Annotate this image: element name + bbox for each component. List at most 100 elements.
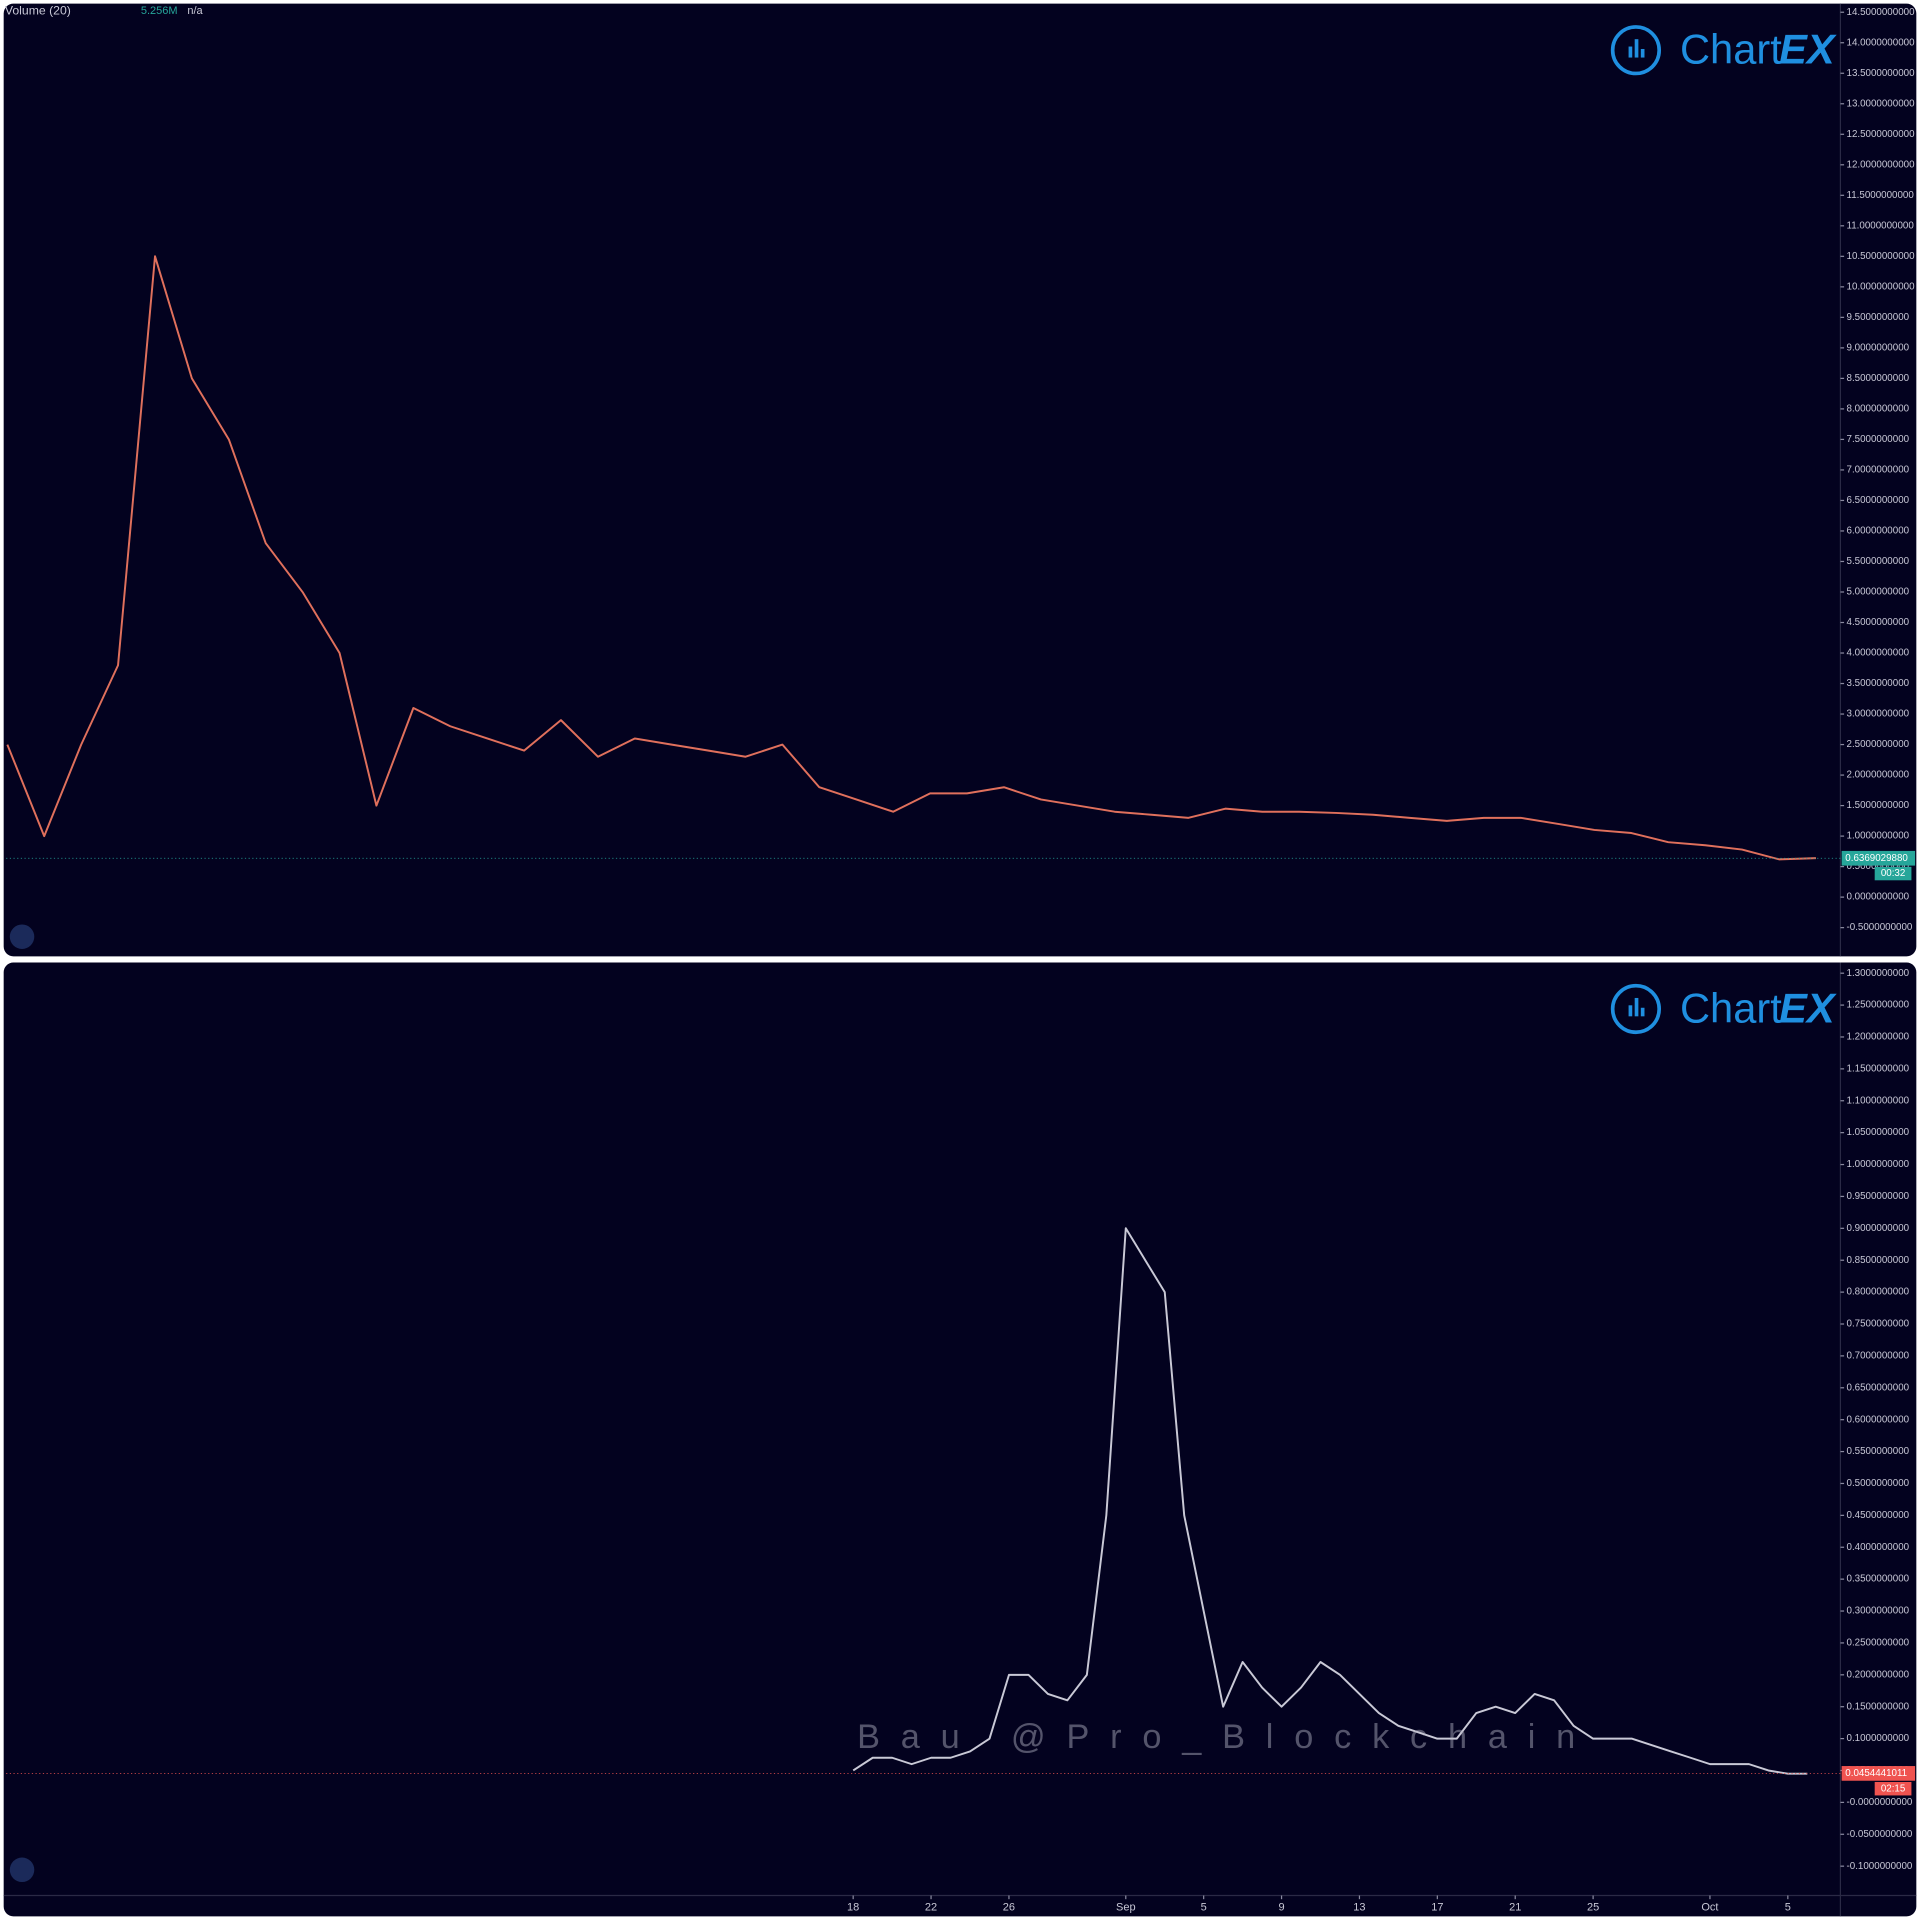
x-tick-label: 13: [1353, 1902, 1365, 1914]
y-tick-label: 0.5500000000: [1847, 1446, 1910, 1457]
y-tick-label: 9.0000000000: [1847, 342, 1910, 353]
logo-ring: [1610, 25, 1662, 76]
chart-panel: [3, 3, 1917, 957]
countdown-tag: [1874, 866, 1912, 881]
y-tick-label: 1.5000000000: [1847, 800, 1910, 811]
last-price-label: 0.6369029880: [1845, 853, 1908, 864]
y-tick-label: 4.5000000000: [1847, 617, 1910, 628]
y-tick-label: -0.0500000000: [1847, 1829, 1913, 1840]
y-tick-label: 1.0000000000: [1847, 831, 1910, 842]
y-tick-label: 12.5000000000: [1847, 129, 1916, 140]
y-tick-label: 0.6000000000: [1847, 1414, 1910, 1425]
x-tick-label: 26: [1003, 1902, 1015, 1914]
y-tick-label: 5.0000000000: [1847, 587, 1910, 598]
y-tick-label: -0.0000000000: [1847, 1797, 1913, 1808]
logo-bar: [1640, 1007, 1645, 1017]
brand-mark: EX: [1779, 26, 1837, 73]
x-tick-label: 18: [847, 1902, 859, 1914]
y-tick-label: 3.5000000000: [1847, 678, 1910, 689]
x-tick-label: 25: [1587, 1902, 1599, 1914]
x-tick-label: 9: [1278, 1902, 1284, 1914]
y-tick-label: 0.8500000000: [1847, 1255, 1910, 1266]
y-tick-label: 0.3000000000: [1847, 1606, 1910, 1617]
y-tick-label: 1.1000000000: [1847, 1095, 1910, 1106]
y-tick-label: 3.0000000000: [1847, 709, 1910, 720]
y-tick-label: 13.0000000000: [1847, 98, 1916, 109]
app-badge: [9, 924, 35, 949]
brand-mark: EX: [1779, 984, 1837, 1031]
y-tick-label: 11.0000000000: [1847, 220, 1915, 231]
y-tick-label: 11.5000000000: [1847, 190, 1915, 201]
y-tick-label: 0.5000000000: [1847, 1478, 1910, 1489]
x-tick-label: 21: [1509, 1902, 1521, 1914]
y-tick-label: 4.0000000000: [1847, 648, 1910, 659]
y-tick-label: 0.6500000000: [1847, 1382, 1910, 1393]
y-tick-label: 2.0000000000: [1847, 770, 1910, 781]
y-tick-label: 0.9500000000: [1847, 1191, 1910, 1202]
y-tick-label: 2.5000000000: [1847, 739, 1910, 750]
price-line: [6, 255, 1816, 861]
last-price-label: 0.0454441011: [1845, 1768, 1907, 1779]
logo-bar: [1628, 46, 1633, 58]
countdown-label: 02:15: [1881, 1783, 1906, 1794]
y-tick-label: 8.0000000000: [1847, 403, 1910, 414]
y-tick-label: 10.0000000000: [1847, 281, 1916, 292]
y-tick-label: 7.0000000000: [1847, 465, 1910, 476]
y-tick-label: 1.0000000000: [1847, 1159, 1910, 1170]
y-tick-label: -0.5000000000: [1847, 922, 1913, 933]
countdown-tag: [1874, 1781, 1912, 1796]
y-tick-label: 0.0000000000: [1847, 892, 1910, 903]
y-tick-label: 0.4500000000: [1847, 1510, 1910, 1521]
logo-ring: [1610, 983, 1662, 1035]
y-tick-label: 8.5000000000: [1847, 373, 1910, 384]
last-price-tag: [1841, 850, 1916, 866]
y-tick-label: 0.9000000000: [1847, 1223, 1910, 1234]
y-tick-label: 0.1500000000: [1847, 1701, 1910, 1712]
x-tick-label: 5: [1201, 1902, 1207, 1914]
last-price-tag: [1841, 1766, 1916, 1781]
countdown-label: 00:32: [1881, 868, 1905, 879]
indicator-name: Volume (20): [5, 3, 71, 17]
price-line: [852, 1227, 1808, 1775]
watermark: Bau @Pro_Blockchain: [857, 1718, 1596, 1756]
y-tick-label: 0.7500000000: [1847, 1319, 1910, 1330]
x-tick-label: Oct: [1701, 1902, 1718, 1914]
logo-bar: [1640, 48, 1645, 58]
x-tick-label: 22: [925, 1902, 937, 1914]
y-tick-label: 6.0000000000: [1847, 526, 1910, 537]
y-tick-label: 1.3000000000: [1847, 968, 1910, 979]
y-tick-label: 6.5000000000: [1847, 495, 1910, 506]
app-badge: [9, 1857, 35, 1883]
x-tick-label: 5: [1785, 1902, 1791, 1914]
y-tick-label: 14.0000000000: [1847, 37, 1916, 48]
y-tick-label: 0.7000000000: [1847, 1350, 1910, 1361]
y-tick-label: 0.4000000000: [1847, 1542, 1910, 1553]
y-tick-label: 13.5000000000: [1847, 68, 1916, 79]
y-tick-label: 5.5000000000: [1847, 556, 1910, 567]
indicator-extra: n/a: [187, 5, 203, 17]
y-tick-label: 1.0500000000: [1847, 1127, 1910, 1138]
y-tick-label: 0.1000000000: [1847, 1733, 1910, 1744]
chart-panel: [3, 962, 1917, 1917]
logo-bar: [1628, 1005, 1633, 1017]
y-tick-label: 0.3500000000: [1847, 1574, 1910, 1585]
x-tick-label: Sep: [1116, 1902, 1136, 1914]
y-tick-label: 12.0000000000: [1847, 159, 1916, 170]
y-tick-label: -0.1000000000: [1847, 1861, 1913, 1872]
y-tick-label: 0.8000000000: [1847, 1287, 1910, 1298]
y-tick-label: 0.2500000000: [1847, 1638, 1910, 1649]
y-tick-label: 0.2000000000: [1847, 1669, 1910, 1680]
y-tick-label: 0.5000000000: [1847, 861, 1910, 872]
y-tick-label: 9.5000000000: [1847, 312, 1910, 323]
y-tick-label: 10.5000000000: [1847, 251, 1916, 262]
brand-name: Chart: [1680, 984, 1782, 1031]
y-tick-label: 1.2000000000: [1847, 1032, 1910, 1043]
logo-bar: [1634, 39, 1639, 58]
y-tick-label: 1.2500000000: [1847, 1000, 1910, 1011]
y-tick-label: 14.5000000000: [1847, 7, 1916, 18]
x-tick-label: 17: [1431, 1902, 1443, 1914]
brand-name: Chart: [1680, 26, 1782, 73]
y-tick-label: 7.5000000000: [1847, 434, 1910, 445]
logo-bar: [1634, 997, 1639, 1017]
